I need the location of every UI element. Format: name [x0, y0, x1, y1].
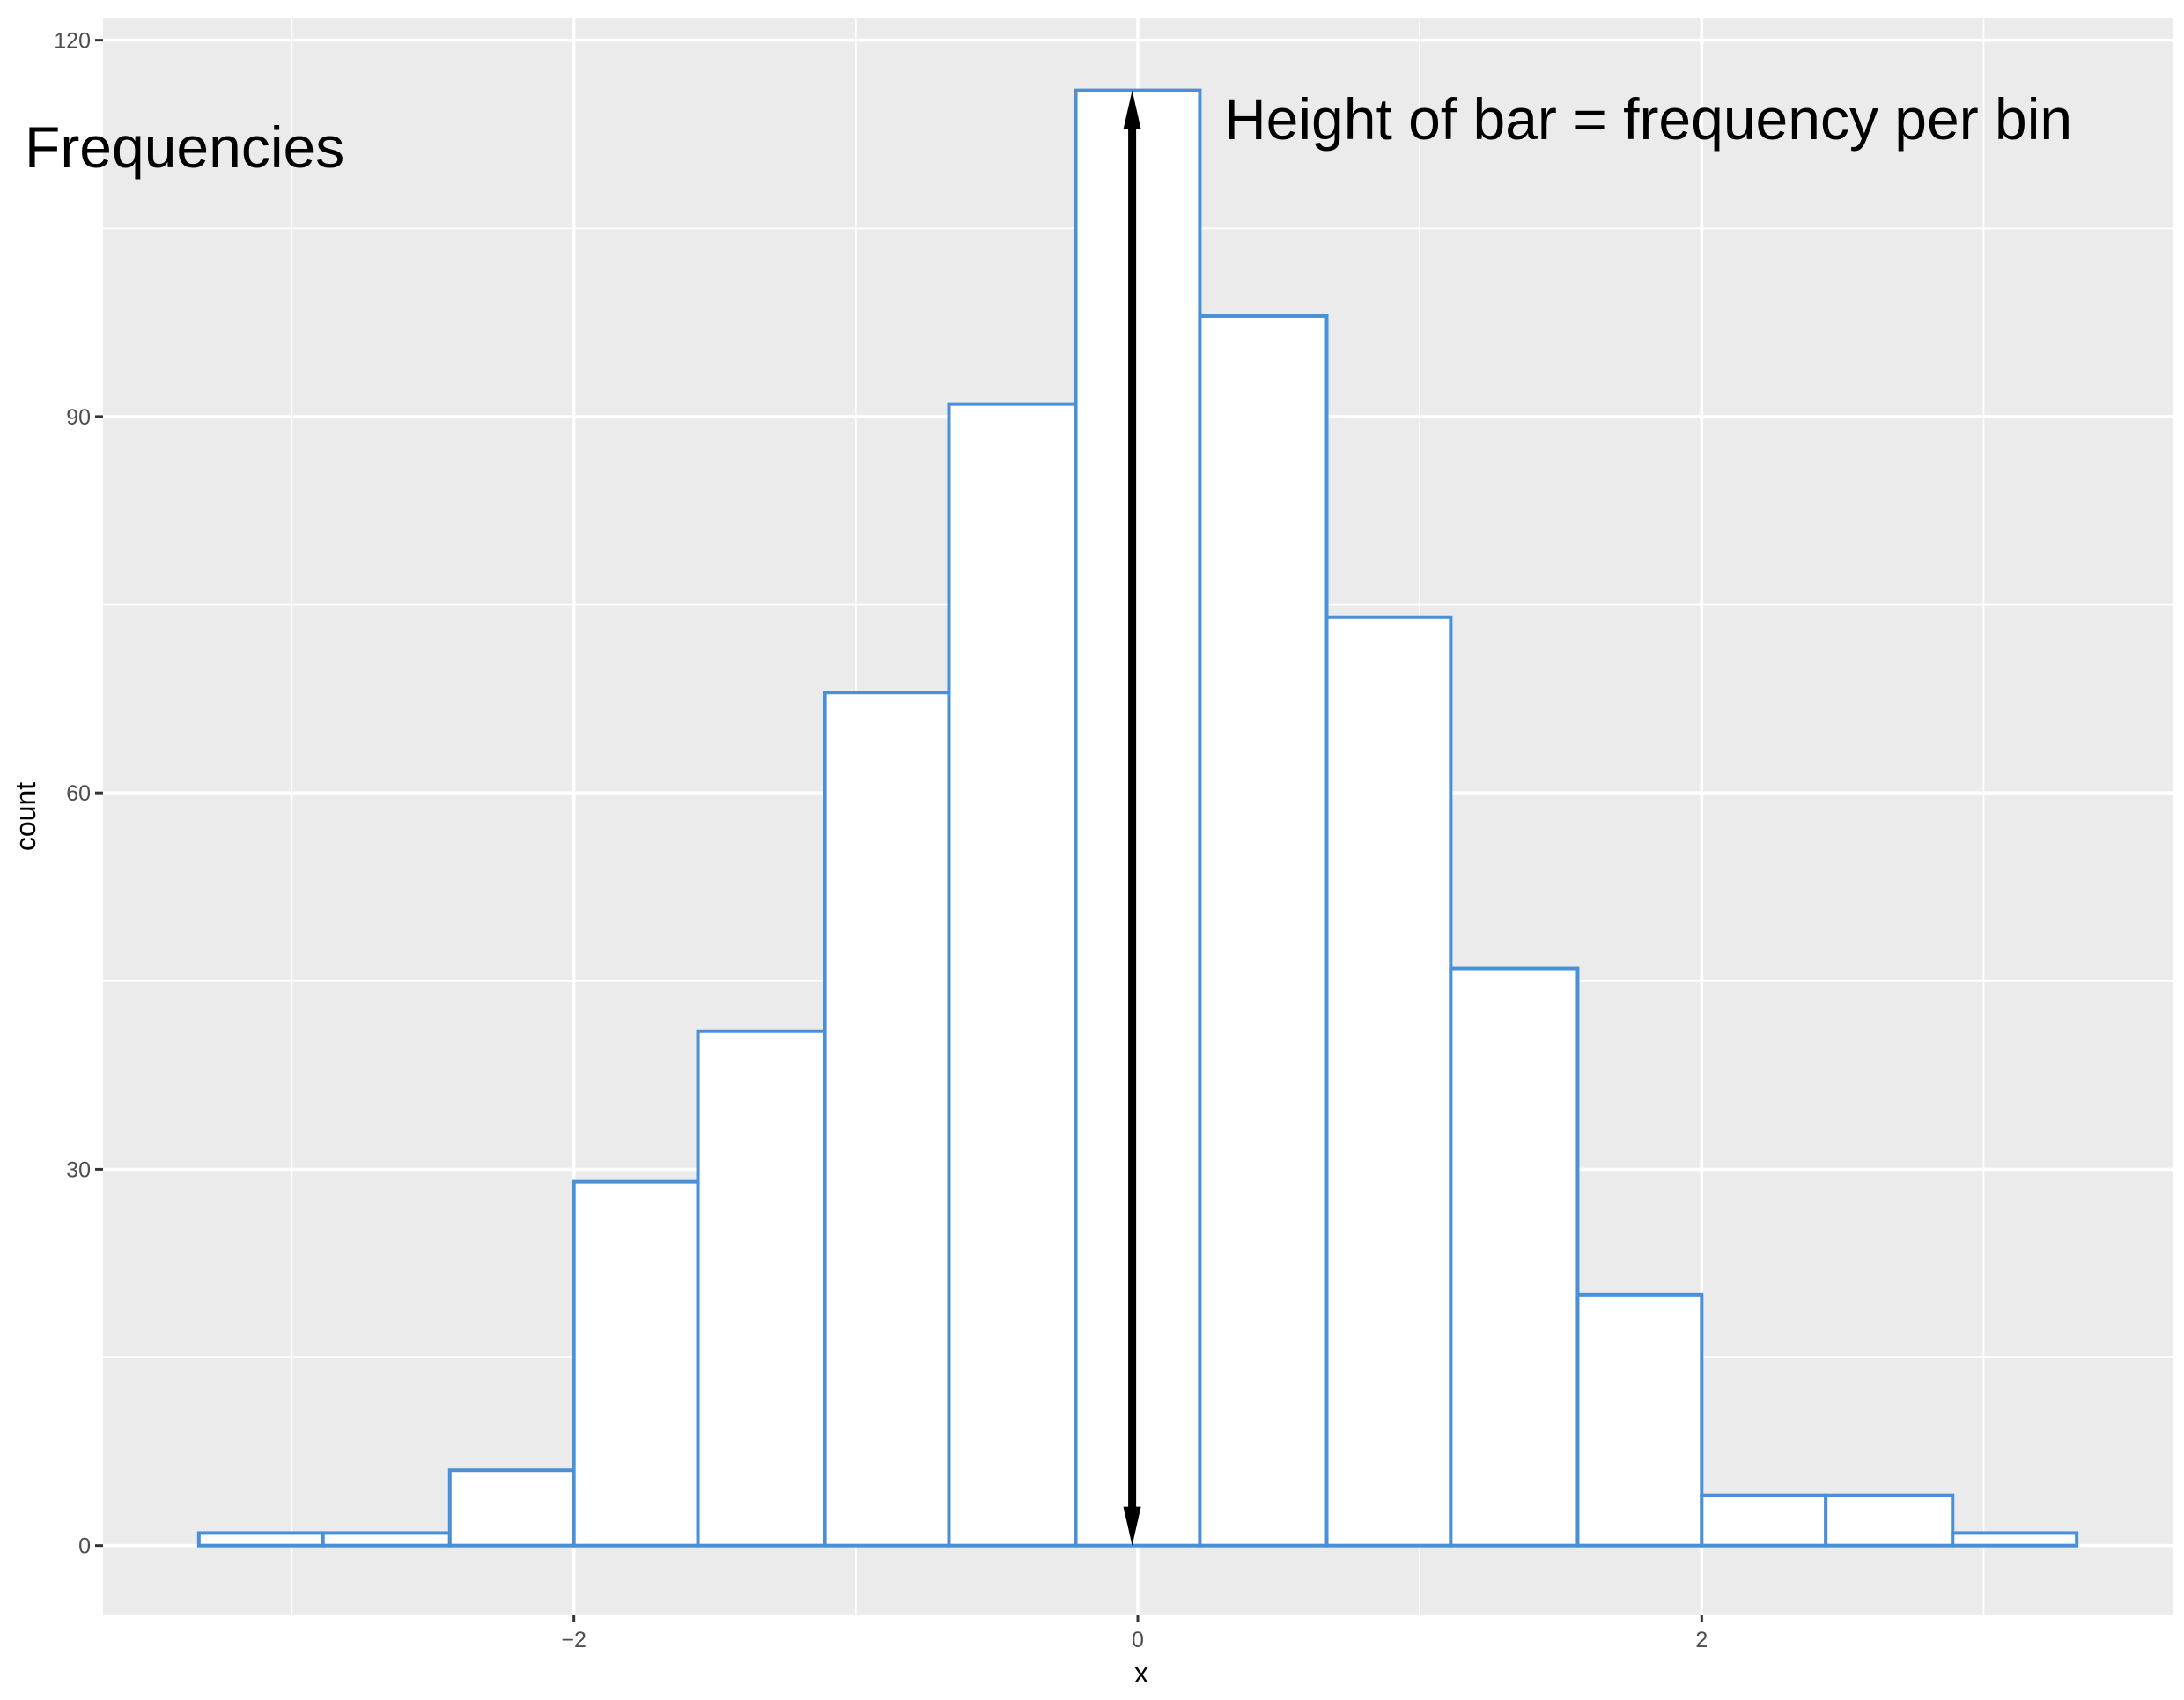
histogram-bar: [1575, 1292, 1704, 1548]
y-tick-label: 90: [66, 405, 91, 430]
x-tick-label: 0: [1132, 1628, 1144, 1652]
x-axis-title: x: [1134, 1657, 1148, 1689]
y-tick-label: 30: [66, 1157, 91, 1182]
y-tick-label: 120: [54, 29, 91, 54]
x-axis: −2 0 2: [561, 1615, 1708, 1652]
y-axis: 0 30 60 90 120: [54, 29, 103, 1559]
histogram-bar: [1824, 1493, 1955, 1548]
histogram-bar: [1198, 314, 1329, 1548]
histogram-bar: [1700, 1493, 1828, 1548]
histogram-bar: [196, 1531, 325, 1548]
histogram-bar: [1074, 88, 1202, 1548]
y-tick-label: 0: [78, 1534, 91, 1559]
histogram-bar: [1449, 966, 1580, 1548]
y-axis-title: count: [10, 782, 41, 851]
arrow-head-down: [1123, 1506, 1141, 1546]
bar-height-annotation: Height of bar = frequency per bin: [1224, 86, 2072, 152]
frequencies-label: Frequencies: [25, 115, 344, 180]
x-tick-label: 2: [1695, 1628, 1708, 1652]
x-tick-label: −2: [561, 1628, 587, 1652]
histogram-bar: [1324, 615, 1453, 1548]
histogram-bar: [823, 691, 951, 1548]
y-tick-label: 60: [66, 781, 91, 806]
histogram-bar: [321, 1531, 452, 1548]
histogram-bar: [447, 1468, 576, 1548]
annotation-arrow: [1123, 90, 1141, 1546]
arrow-head-up: [1123, 90, 1141, 129]
histogram-bar: [572, 1179, 700, 1548]
histogram-bar: [696, 1029, 827, 1548]
histogram-bar: [947, 402, 1078, 1548]
histogram-bars: [196, 88, 2079, 1548]
histogram-bar: [1951, 1531, 2079, 1548]
